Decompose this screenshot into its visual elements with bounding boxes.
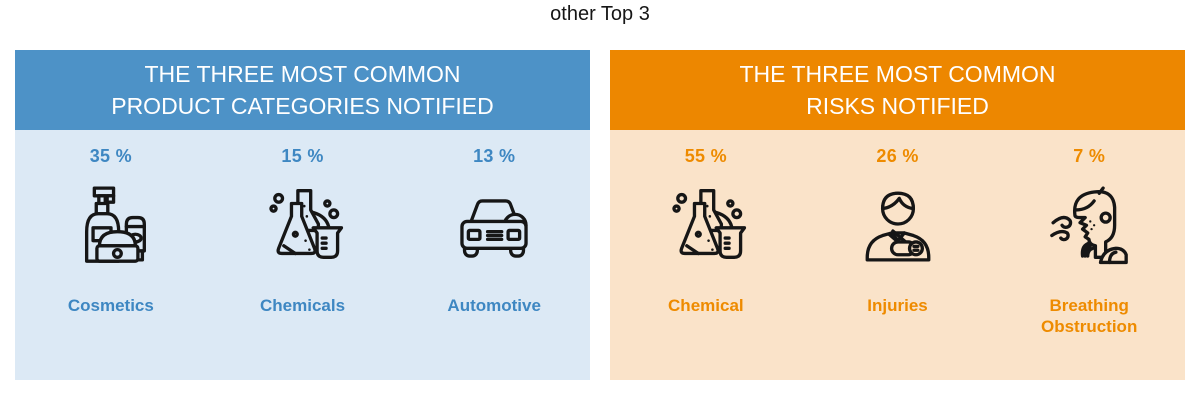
header-line-1: THE THREE MOST COMMON: [739, 60, 1056, 87]
header-line-2: RISKS NOTIFIED: [806, 93, 989, 119]
header-line-2: PRODUCT CATEGORIES NOTIFIED: [111, 93, 494, 119]
stat-item-breathing-obstruction: 7 %: [993, 130, 1185, 380]
stat-item-automotive: 13 % Automotive: [398, 130, 590, 380]
chemistry-flasks-icon: [262, 183, 344, 265]
risks-panel: THE THREE MOST COMMON RISKS NOTIFIED 55 …: [610, 50, 1185, 380]
panels-row: THE THREE MOST COMMON PRODUCT CATEGORIES…: [15, 50, 1185, 380]
coughing-person-icon: [1048, 183, 1130, 265]
product-categories-body: 35 %: [15, 130, 590, 380]
car-icon: [453, 183, 535, 265]
stat-label: Injuries: [867, 296, 928, 315]
stat-label: Breathing Obstruction: [1041, 296, 1138, 337]
percentage-value: 15 %: [281, 146, 324, 166]
cosmetics-icon: [70, 183, 152, 265]
product-categories-panel: THE THREE MOST COMMON PRODUCT CATEGORIES…: [15, 50, 590, 380]
risks-header: THE THREE MOST COMMON RISKS NOTIFIED: [610, 50, 1185, 130]
stat-item-injuries: 26 % Injuries: [802, 130, 994, 380]
stat-label: Automotive: [447, 296, 541, 315]
stat-label: Chemical: [668, 296, 744, 315]
stat-item-chemical-risk: 55 %: [610, 130, 802, 380]
stat-item-cosmetics: 35 %: [15, 130, 207, 380]
percentage-value: 35 %: [89, 146, 132, 166]
percentage-value: 26 %: [876, 146, 919, 166]
product-categories-header: THE THREE MOST COMMON PRODUCT CATEGORIES…: [15, 50, 590, 130]
injured-person-icon: [857, 183, 939, 265]
percentage-value: 13 %: [473, 146, 516, 166]
page-title: other Top 3: [550, 3, 650, 25]
stat-label: Cosmetics: [67, 296, 154, 315]
risks-body: 55 %: [610, 130, 1185, 380]
stat-item-chemicals: 15 %: [207, 130, 399, 380]
header-line-1: THE THREE MOST COMMON: [144, 60, 461, 87]
percentage-value: 55 %: [684, 146, 727, 166]
chemistry-flasks-icon: [665, 183, 747, 265]
percentage-value: 7 %: [1073, 146, 1106, 166]
stat-label: Chemicals: [259, 296, 346, 315]
